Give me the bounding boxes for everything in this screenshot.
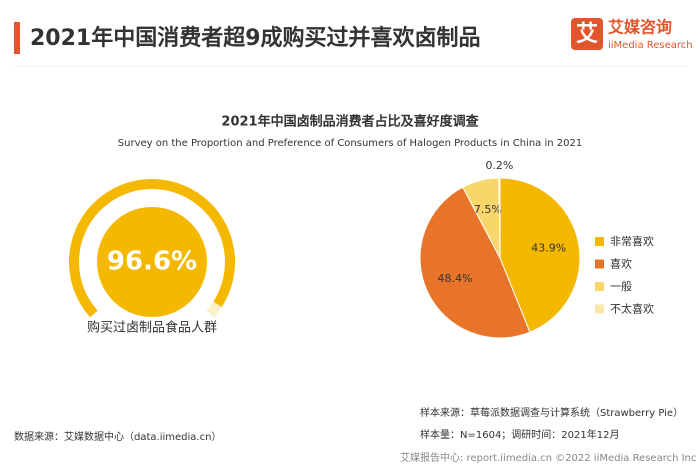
sample-source: 样本来源：草莓派数据调查与计算系统（Strawberry Pie） [420, 406, 683, 419]
pie-slice [499, 177, 581, 333]
pie-label: 43.9% [531, 242, 566, 255]
pie-label: 0.2% [485, 159, 513, 172]
chart-title: 2021年中国卤制品消费者占比及喜好度调查 [221, 114, 479, 130]
legend-label: 非常喜欢 [610, 234, 654, 248]
legend-swatch [595, 304, 604, 314]
gauge-value: 96.6% [107, 247, 197, 277]
gauge-core [97, 207, 207, 317]
sample-size: 样本量：N=1604；调研时间：2021年12月 [420, 428, 619, 441]
legend-swatch [595, 237, 604, 246]
legend-label: 不太喜欢 [610, 302, 654, 316]
gauge-label: 购买过卤制品食品人群 [87, 320, 217, 336]
data-source: 数据来源：艾媒数据中心（data.iimedia.cn） [14, 430, 221, 443]
chart-subtitle: Survey on the Proportion and Preference … [118, 138, 582, 149]
logo-box [571, 18, 603, 50]
legend-swatch [595, 259, 604, 269]
legend-label: 一般 [610, 280, 632, 293]
watermark: 艾媒报告中心: report.iimedia.cn ©2022 iiMedia … [400, 451, 696, 464]
page-title: 2021年中国消费者超9成购买过并喜欢卤制品 [30, 25, 481, 51]
legend-swatch [595, 282, 604, 291]
gauge-arc [69, 179, 235, 318]
logo-sub: iiMedia Research [608, 40, 693, 51]
pie-label: 7.5% [474, 203, 502, 216]
pie-slice [498, 177, 501, 259]
logo-name: 艾媒咨询 [608, 18, 672, 37]
pie-label: 48.4% [438, 272, 473, 285]
legend-label: 喜欢 [610, 257, 632, 271]
logo-icon: 艾 [576, 22, 598, 47]
pie-slice [419, 186, 531, 339]
title-bar [14, 22, 20, 54]
